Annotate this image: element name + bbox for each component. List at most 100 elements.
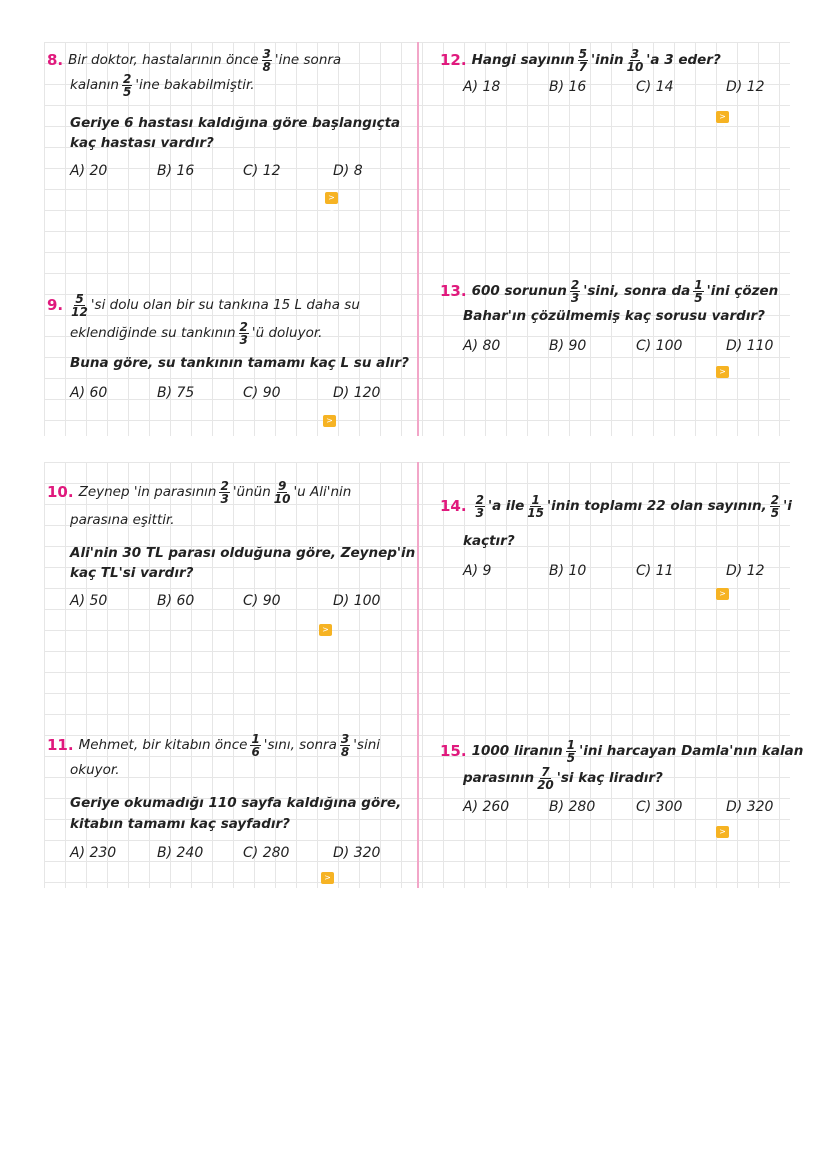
text-segment: 'sını, sonra: [263, 737, 337, 753]
text-segment: Buna göre, su tankının tamamı kaç L su a…: [70, 355, 410, 371]
denominator: 5: [122, 84, 132, 99]
text-segment: 'a 3 eder?: [646, 52, 721, 68]
answer-option-d[interactable]: D) 320: [726, 799, 774, 815]
question-text-line: okuyor.: [70, 758, 120, 782]
answer-option-a[interactable]: A) 60: [70, 385, 108, 401]
answer-option-b[interactable]: B) 240: [157, 845, 204, 861]
numerator: 7: [540, 764, 551, 779]
numerator: 2: [219, 478, 230, 493]
answer-option-d[interactable]: D) 12: [726, 563, 765, 579]
fraction: 5 12: [71, 293, 88, 318]
answer-option-b[interactable]: B) 75: [157, 385, 195, 401]
text-segment: Bahar'ın çözülmemiş kaç sorusu vardır?: [463, 308, 765, 324]
collapse-arrows-icon[interactable]: ><: [321, 872, 334, 894]
fraction: 9 10: [274, 480, 291, 505]
answer-option-a[interactable]: A) 50: [70, 593, 108, 609]
collapse-arrows-icon[interactable]: ><: [716, 366, 729, 388]
collapse-arrows-icon[interactable]: ><: [716, 111, 729, 133]
question-text-line: kaç TL'si vardır?: [70, 561, 193, 585]
numerator: 2: [769, 492, 781, 507]
answer-option-c[interactable]: C) 14: [636, 79, 674, 95]
answer-option-d[interactable]: D) 110: [726, 338, 774, 354]
answer-option-c[interactable]: C) 280: [243, 845, 290, 861]
answer-option-b[interactable]: B) 60: [157, 593, 195, 609]
denominator: 3: [239, 332, 248, 347]
denominator: 5: [770, 505, 780, 520]
answer-option-b[interactable]: B) 16: [549, 79, 587, 95]
numerator: 1: [565, 737, 577, 752]
denominator: 8: [340, 744, 350, 759]
numerator: 1: [530, 492, 541, 507]
answer-option-a[interactable]: A) 230: [70, 845, 117, 861]
question-text-line: Buna göre, su tankının tamamı kaç L su a…: [70, 351, 409, 375]
answer-option-a[interactable]: A) 18: [463, 79, 501, 95]
text-segment: 600 sorunun: [471, 283, 567, 299]
numerator: 3: [261, 46, 272, 61]
answer-option-d[interactable]: D) 100: [333, 593, 381, 609]
answer-option-d[interactable]: D) 320: [333, 845, 381, 861]
text-segment: 'ine sonra: [274, 52, 342, 68]
answer-option-c[interactable]: C) 100: [636, 338, 683, 354]
text-segment: kitabın tamamı kaç sayfadır?: [70, 816, 290, 832]
text-segment: 'ü doluyor.: [251, 325, 323, 341]
collapse-arrows-icon[interactable]: ><: [323, 415, 336, 437]
question-text-line: Geriye 6 hastası kaldığına göre başlangı…: [70, 111, 400, 135]
answer-option-a[interactable]: A) 20: [70, 163, 108, 179]
answer-option-a[interactable]: A) 80: [463, 338, 501, 354]
denominator: 8: [262, 59, 271, 74]
fraction: 1 15: [527, 494, 544, 519]
numerator: 2: [121, 71, 133, 86]
answer-option-a[interactable]: A) 9: [463, 563, 492, 579]
denominator: 5: [566, 750, 576, 765]
question-text-line: kaç hastası vardır?: [70, 131, 214, 155]
answer-option-c[interactable]: C) 90: [243, 385, 281, 401]
fraction: 3 10: [627, 48, 644, 73]
text-segment: parasına eşittir.: [70, 512, 175, 528]
text-segment: kalanın: [70, 77, 119, 93]
text-segment: eklendiğinde su tankının: [70, 325, 236, 341]
numerator: 5: [74, 291, 85, 306]
text-segment: 'i: [783, 498, 792, 514]
denominator: 10: [626, 59, 644, 74]
collapse-arrows-icon[interactable]: ><: [716, 826, 729, 848]
answer-option-b[interactable]: B) 90: [549, 338, 587, 354]
question-number: 10.: [47, 483, 74, 501]
answer-option-c[interactable]: C) 300: [636, 799, 683, 815]
text-segment: 'a ile: [487, 498, 525, 514]
answer-option-a[interactable]: A) 260: [463, 799, 510, 815]
collapse-arrows-icon[interactable]: ><: [319, 624, 332, 646]
numerator: 3: [339, 731, 351, 746]
answer-option-c[interactable]: C) 12: [243, 163, 281, 179]
collapse-arrows-icon[interactable]: ><: [325, 192, 338, 214]
collapse-arrows-icon[interactable]: ><: [716, 588, 729, 610]
text-segment: 'inin toplamı 22 olan sayının,: [547, 498, 767, 514]
text-segment: 1000 liranın: [471, 743, 563, 759]
answer-option-c[interactable]: C) 11: [636, 563, 674, 579]
answer-option-b[interactable]: B) 16: [157, 163, 195, 179]
denominator: 20: [537, 777, 554, 792]
answer-option-d[interactable]: D) 8: [333, 163, 363, 179]
question-text-line: 11. Mehmet, bir kitabın önce 1 6'sını, son…: [47, 731, 381, 759]
text-segment: parasının: [463, 770, 535, 786]
fraction: 7 20: [537, 766, 554, 791]
answer-option-b[interactable]: B) 280: [549, 799, 596, 815]
question-text-line: kalanın 2 5'ine bakabilmiştir.: [70, 71, 255, 99]
answer-option-d[interactable]: D) 120: [333, 385, 381, 401]
answer-option-b[interactable]: B) 10: [549, 563, 587, 579]
answer-option-d[interactable]: D) 12: [726, 79, 765, 95]
text-segment: 'ine bakabilmiştir.: [135, 77, 255, 93]
question-number: 14.: [440, 497, 467, 515]
text-segment: 'sini: [353, 737, 381, 753]
answer-option-c[interactable]: C) 90: [243, 593, 281, 609]
text-segment: Zeynep 'in parasının: [78, 484, 217, 500]
text-segment: 'sini, sonra da: [583, 283, 691, 299]
denominator: 7: [578, 59, 587, 74]
question-text-line: 10. Zeynep 'in parasının 2 3'ünün 9 10'u Al…: [47, 478, 351, 505]
text-segment: Hangi sayının: [471, 52, 575, 68]
